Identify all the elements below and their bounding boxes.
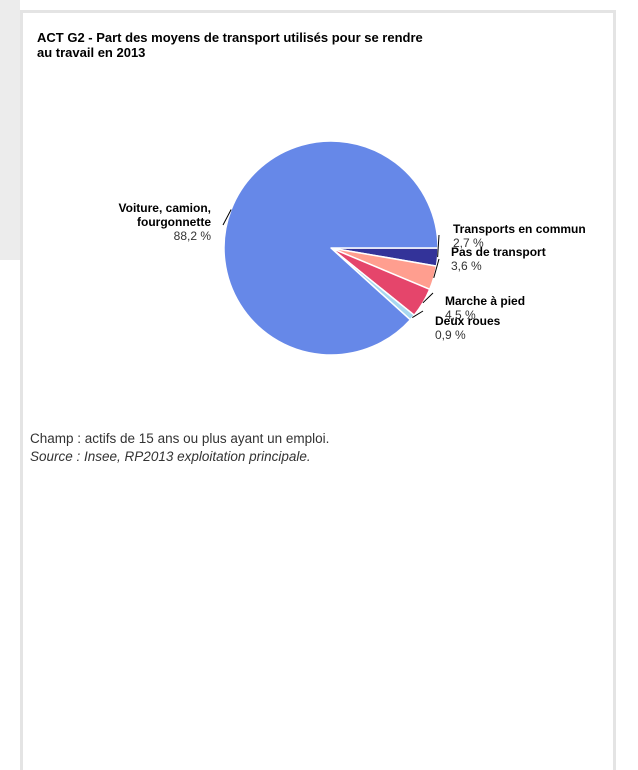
slice-value: 0,9 % xyxy=(435,328,466,342)
slice-value: 2,7 % xyxy=(453,236,484,250)
chart-notes: Champ : actifs de 15 ans ou plus ayant u… xyxy=(30,430,329,466)
chart-title: ACT G2 - Part des moyens de transport ut… xyxy=(37,30,423,60)
label-connector xyxy=(222,209,232,226)
source-note: Source : Insee, RP2013 exploitation prin… xyxy=(30,449,311,464)
label-connector xyxy=(433,258,440,279)
slice-value: 4,5 % xyxy=(445,308,476,322)
slice-label: Deux roues 0,9 % xyxy=(435,314,501,342)
pie-slice xyxy=(223,140,439,356)
slice-name: Deux roues xyxy=(435,314,501,328)
slice-name: Marche à pied xyxy=(445,294,525,308)
left-background-strip xyxy=(0,0,20,260)
champ-note: Champ : actifs de 15 ans ou plus ayant u… xyxy=(30,431,330,446)
label-connector xyxy=(437,234,440,258)
slice-name: Pas de transport xyxy=(451,245,546,259)
label-connector xyxy=(422,292,434,304)
slice-name: Voiture, camion, xyxy=(119,201,211,215)
slice-label: Marche à pied 4,5 % xyxy=(445,294,525,322)
slice-value: 88,2 % xyxy=(174,229,212,243)
label-connectors xyxy=(222,209,440,318)
slice-label: Transports en commun 2,7 % xyxy=(453,222,586,250)
slice-name: Transports en commun xyxy=(453,222,586,236)
chart-panel: ACT G2 - Part des moyens de transport ut… xyxy=(20,10,616,770)
slice-value: 3,6 % xyxy=(451,259,482,273)
pie-chart: Transports en commun 2,7 %Pas de transpor… xyxy=(119,140,586,356)
slice-label: Pas de transport 3,6 % xyxy=(451,245,546,273)
slice-label: Voiture, camion, fourgonnette 88,2 % xyxy=(119,201,212,243)
label-connector xyxy=(412,310,424,318)
slice-labels: Transports en commun 2,7 %Pas de transpor… xyxy=(119,201,586,342)
slice-name: fourgonnette xyxy=(137,215,211,229)
pie-slices xyxy=(223,140,439,356)
